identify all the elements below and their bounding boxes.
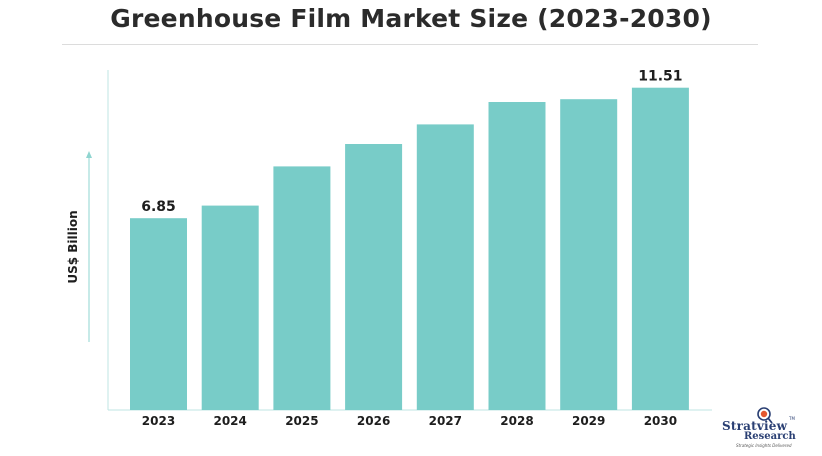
logo-tm: TM xyxy=(789,416,795,421)
x-tick-label-2029: 2029 xyxy=(572,414,605,428)
bar-2029 xyxy=(560,99,618,410)
bar-series xyxy=(130,87,689,411)
bar-2030 xyxy=(631,87,689,410)
logo-name: Stratview xyxy=(722,419,788,433)
bar-2025 xyxy=(273,166,331,410)
bar-2024 xyxy=(201,205,259,410)
logo-magnifier-icon xyxy=(757,407,773,424)
logo-sub: Research xyxy=(744,431,796,442)
x-tick-label-2030: 2030 xyxy=(644,414,677,428)
data-label-2023: 6.85 xyxy=(141,199,176,215)
x-tick-label-2023: 2023 xyxy=(142,414,175,428)
bar-2028 xyxy=(488,102,546,410)
x-tick-label-2024: 2024 xyxy=(213,414,246,428)
x-tick-labels: 2023 2024 2025 2026 2027 2028 2029 2030 xyxy=(142,414,677,428)
bar-2027 xyxy=(416,124,474,411)
stratview-logo: Stratview TM Research Strategic Insights… xyxy=(722,406,812,450)
bar-2026 xyxy=(345,144,403,410)
data-labels: 6.85 11.51 xyxy=(141,69,682,216)
x-tick-label-2025: 2025 xyxy=(285,414,318,428)
bar-2023 xyxy=(130,218,187,410)
x-tick-label-2028: 2028 xyxy=(500,414,533,428)
y-axis-label: US$ Billion xyxy=(66,210,80,283)
logo-tagline: Strategic Insights Delivered xyxy=(736,443,792,448)
x-tick-label-2027: 2027 xyxy=(429,414,462,428)
chart-title: Greenhouse Film Market Size (2023-2030) xyxy=(110,4,712,33)
ylabel-arrow-icon xyxy=(86,151,92,158)
x-tick-label-2026: 2026 xyxy=(357,414,390,428)
data-label-2030: 11.51 xyxy=(638,69,682,85)
title-divider xyxy=(62,44,758,45)
